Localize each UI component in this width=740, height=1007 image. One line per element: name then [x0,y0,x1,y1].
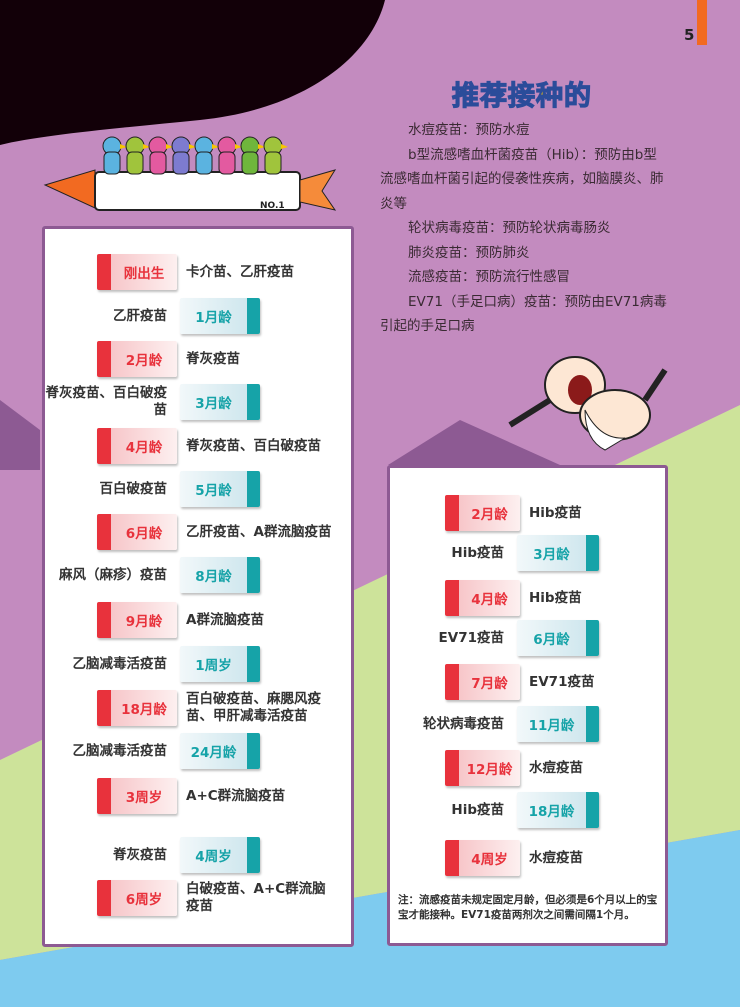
age-tag: 18月龄 [97,690,177,726]
duck-figure [148,136,173,175]
vaccine-text: 麻风（麻疹）疫苗 [59,566,167,583]
schedule-row: 2月龄 脊灰疫苗 [45,341,351,377]
schedule-row: 6月龄 乙肝疫苗、A群流脑疫苗 [45,514,351,550]
age-tag: 9月龄 [97,602,177,638]
age-tag: 6月龄 [517,620,599,656]
schedule-row: 6月龄 EV71疫苗 [390,620,665,656]
intro-paragraph: 流感疫苗：预防流行性感冒 [408,269,570,285]
vaccine-text: 脊灰疫苗 [186,350,240,367]
schedule-row: 3月龄 Hib疫苗 [390,535,665,571]
intro-text: 水痘疫苗：预防水痘 b型流感嗜血杆菌疫苗（Hib）：预防由b型流感嗜血杆菌引起的侵… [380,118,670,339]
vaccine-text: 卡介苗、乙肝疫苗 [186,263,294,280]
age-tag: 6周岁 [97,880,177,916]
age-tag: 1月龄 [180,298,260,334]
schedule-row: 8月龄 麻风（麻疹）疫苗 [45,557,351,593]
schedule-row: 2月龄 Hib疫苗 [390,495,665,531]
age-tag: 3月龄 [517,535,599,571]
section-title: 推荐接种的 [451,80,592,112]
vaccine-text: EV71疫苗 [438,629,504,646]
duck-figure [102,136,127,175]
schedule-row: 4周岁 脊灰疫苗 [45,837,351,873]
vaccine-text: 百白破疫苗 [99,480,168,497]
vaccine-text: 脊灰疫苗、百白破疫苗 [186,437,321,454]
schedule-row: 18月龄 Hib疫苗 [390,792,665,828]
intro-paragraph: b型流感嗜血杆菌疫苗（Hib）：预防由b型流感嗜血杆菌引起的侵袭性疾病，如脑膜炎… [380,146,664,212]
age-tag: 4周岁 [180,837,260,873]
age-tag: 4月龄 [97,428,177,464]
rocket-ducks-illustration: NO.1 [43,136,337,211]
age-tag: 11月龄 [517,706,599,742]
vaccine-text: 轮状病毒疫苗 [423,715,504,732]
duck-figure [171,136,196,175]
intro-paragraph: 轮状病毒疫苗：预防轮状病毒肠炎 [408,220,611,236]
vaccine-text: Hib疫苗 [451,544,504,561]
vaccine-text: 白破疫苗、A+C群流脑疫苗 [186,881,326,914]
duck-figure [263,136,288,175]
recommended-schedule-card: 2月龄 Hib疫苗 3月龄 Hib疫苗 4月龄 Hib疫苗 6月龄 EV71疫苗 7月龄 EV71… [387,465,668,946]
vaccine-text: Hib疫苗 [451,801,504,818]
age-tag: 刚出生 [97,254,177,290]
sick-baby-illustration [508,356,668,451]
vaccine-text: Hib疫苗 [529,504,582,521]
basic-schedule-card: 刚出生 卡介苗、乙肝疫苗 1月龄 乙肝疫苗 2月龄 脊灰疫苗 3月龄 脊灰疫苗、百白破疫苗 4月… [42,226,354,947]
age-tag: 4周岁 [445,840,520,876]
schedule-row: 3月龄 脊灰疫苗、百白破疫苗 [45,384,351,420]
vaccine-text: A+C群流脑疫苗 [186,787,286,804]
age-tag: 24月龄 [180,733,260,769]
vaccine-text: 脊灰疫苗、百白破疫苗 [45,385,168,418]
age-tag: 3月龄 [180,384,260,420]
schedule-row: 5月龄 百白破疫苗 [45,471,351,507]
duck-figure [194,136,219,175]
intro-paragraph: 肺炎疫苗：预防肺炎 [408,244,530,261]
schedule-row: 4月龄 脊灰疫苗、百白破疫苗 [45,428,351,464]
vaccine-text: 乙脑减毒活疫苗 [72,742,168,759]
age-tag: 18月龄 [517,792,599,828]
age-tag: 1周岁 [180,646,260,682]
schedule-row: 1周岁 乙脑减毒活疫苗 [45,646,351,682]
intro-paragraph: 水痘疫苗：预防水痘 [408,122,530,138]
vaccine-text: 百白破疫苗、麻腮风疫苗、甲肝减毒活疫苗 [186,691,321,724]
schedule-row: 刚出生 卡介苗、乙肝疫苗 [45,254,351,290]
schedule-row: 9月龄 A群流脑疫苗 [45,602,351,638]
vaccine-text: 乙脑减毒活疫苗 [72,655,168,672]
age-tag: 8月龄 [180,557,260,593]
age-tag: 12月龄 [445,750,520,786]
schedule-row: 7月龄 EV71疫苗 [390,664,665,700]
schedule-row: 11月龄 轮状病毒疫苗 [390,706,665,742]
schedule-row: 24月龄 乙脑减毒活疫苗 [45,733,351,769]
schedule-row: 18月龄 百白破疫苗、麻腮风疫苗、甲肝减毒活疫苗 [45,690,351,726]
vaccine-text: EV71疫苗 [529,673,595,690]
duck-figure [240,136,265,175]
age-tag: 7月龄 [445,664,520,700]
schedule-row: 4周岁 水痘疫苗 [390,840,665,876]
schedule-note: 注：流感疫苗未规定固定月龄，但必须是6个月以上的宝宝才能接种。EV71疫苗两剂次… [398,894,658,921]
age-tag: 4月龄 [445,580,520,616]
vaccine-text: 乙肝疫苗、A群流脑疫苗 [186,523,332,540]
schedule-row: 12月龄 水痘疫苗 [390,750,665,786]
rocket-label: NO.1 [260,201,285,211]
vaccine-text: 水痘疫苗 [529,759,583,776]
schedule-row: 4月龄 Hib疫苗 [390,580,665,616]
age-tag: 2月龄 [97,341,177,377]
schedule-row: 6周岁 白破疫苗、A+C群流脑疫苗 [45,880,351,916]
vaccine-text: A群流脑疫苗 [186,611,264,628]
page-number: 5 [684,26,695,44]
duck-figure [125,136,150,175]
vaccine-text: 乙肝疫苗 [113,307,167,324]
schedule-row: 3周岁 A+C群流脑疫苗 [45,778,351,814]
age-tag: 2月龄 [445,495,520,531]
age-tag: 3周岁 [97,778,177,814]
intro-paragraph: EV71（手足口病）疫苗：预防由EV71病毒引起的手足口病 [380,293,667,335]
vaccine-text: 脊灰疫苗 [113,846,167,863]
age-tag: 5月龄 [180,471,260,507]
duck-figure [217,136,242,175]
age-tag: 6月龄 [97,514,177,550]
vaccine-text: 水痘疫苗 [529,849,583,866]
page-number-bar [697,0,707,45]
vaccine-text: Hib疫苗 [529,589,582,606]
schedule-row: 1月龄 乙肝疫苗 [45,298,351,334]
